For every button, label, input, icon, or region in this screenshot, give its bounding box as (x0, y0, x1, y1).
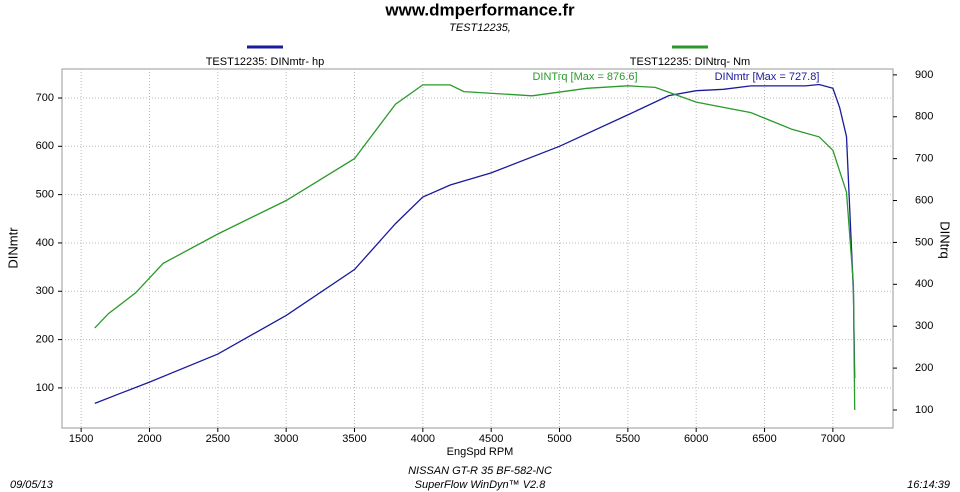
x-tick-label: 3000 (274, 433, 298, 445)
y2-tick-label: 800 (915, 111, 933, 123)
y-tick-label: 700 (36, 92, 54, 104)
y2-tick-label: 500 (915, 236, 933, 248)
y2-tick-label: 100 (915, 404, 933, 416)
x-tick-label: 6500 (752, 433, 776, 445)
x-tick-label: 7000 (821, 433, 845, 445)
y2-tick-label: 700 (915, 153, 933, 165)
annotation: DINmtr [Max = 727.8] (715, 71, 820, 83)
x-tick-label: 1500 (69, 433, 93, 445)
y2-axis-label: DINtrq (938, 221, 953, 259)
y2-tick-label: 400 (915, 278, 933, 290)
chart-subtitle: TEST12235, (449, 22, 511, 34)
x-tick-label: 3500 (342, 433, 366, 445)
x-axis-label: EngSpd RPM (447, 446, 514, 458)
legend-label: TEST12235: DINtrq- Nm (630, 56, 750, 68)
date: 09/05/13 (10, 479, 54, 491)
plot-area (61, 68, 894, 429)
y-tick-label: 200 (36, 333, 54, 345)
y2-tick-label: 900 (915, 69, 933, 81)
y2-tick-label: 200 (915, 362, 933, 374)
y-tick-label: 600 (36, 140, 54, 152)
x-tick-label: 4500 (479, 433, 503, 445)
y-tick-label: 400 (36, 237, 54, 249)
y2-tick-label: 600 (915, 194, 933, 206)
footer: SuperFlow WinDyn™ V2.8 (415, 479, 547, 491)
x-tick-label: 2000 (137, 433, 161, 445)
x-tick-label: 5000 (547, 433, 571, 445)
x-tick-label: 4000 (411, 433, 435, 445)
y-axis-label: DINmtr (5, 227, 20, 269)
y-tick-label: 300 (36, 285, 54, 297)
y-tick-label: 100 (36, 382, 54, 394)
annotation: DINTrq [Max = 876.6] (532, 71, 637, 83)
line-series (94, 83, 856, 405)
chart-title: www.dmperformance.fr (384, 0, 575, 19)
x-tick-label: 6000 (684, 433, 708, 445)
footer: NISSAN GT-R 35 BF-582-NC (408, 465, 552, 477)
x-tick-label: 5500 (616, 433, 640, 445)
time: 16:14:39 (907, 479, 950, 491)
legend-label: TEST12235: DINmtr- hp (206, 56, 325, 68)
line-series (94, 84, 856, 411)
y2-tick-label: 300 (915, 320, 933, 332)
y-tick-label: 500 (36, 189, 54, 201)
x-tick-label: 2500 (206, 433, 230, 445)
